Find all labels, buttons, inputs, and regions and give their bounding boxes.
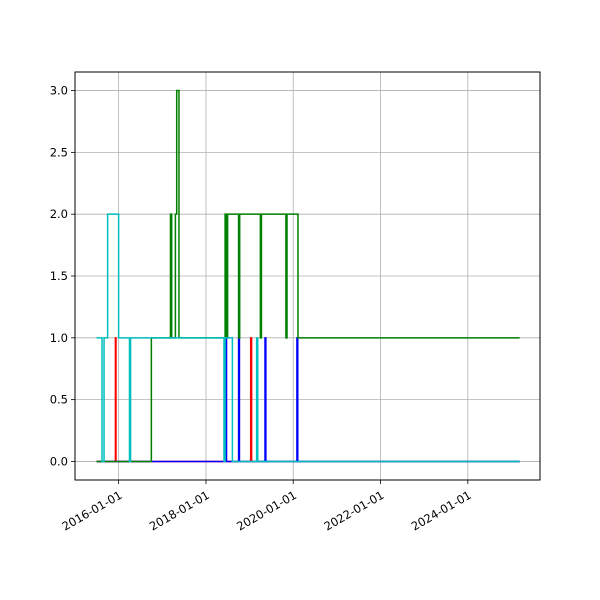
x-tick-label: 2018-01-01	[147, 488, 212, 534]
y-tick-label: 3.0	[50, 84, 68, 98]
y-tick-label: 0.0	[50, 454, 68, 468]
x-tick-label: 2016-01-01	[60, 488, 125, 534]
x-tick-label: 2020-01-01	[234, 488, 299, 534]
x-axis: 2016-01-01 2018-01-01 2020-01-01 2022-01-01…	[60, 480, 474, 533]
series-line-3	[96, 213, 520, 463]
x-tick-label: 2022-01-01	[322, 488, 387, 534]
y-tick-label: 0.5	[50, 393, 68, 407]
y-axis: 0.0 0.5 1.0 1.5 2.0 2.5 3.0	[50, 84, 75, 468]
x-tick-label: 2024-01-01	[409, 488, 474, 534]
y-tick-label: 2.0	[50, 207, 68, 221]
y-tick-label: 2.5	[50, 145, 68, 159]
y-tick-label: 1.0	[50, 331, 68, 345]
series-layer	[96, 89, 520, 463]
grid-layer	[75, 72, 540, 480]
y-tick-label: 1.5	[50, 269, 68, 283]
